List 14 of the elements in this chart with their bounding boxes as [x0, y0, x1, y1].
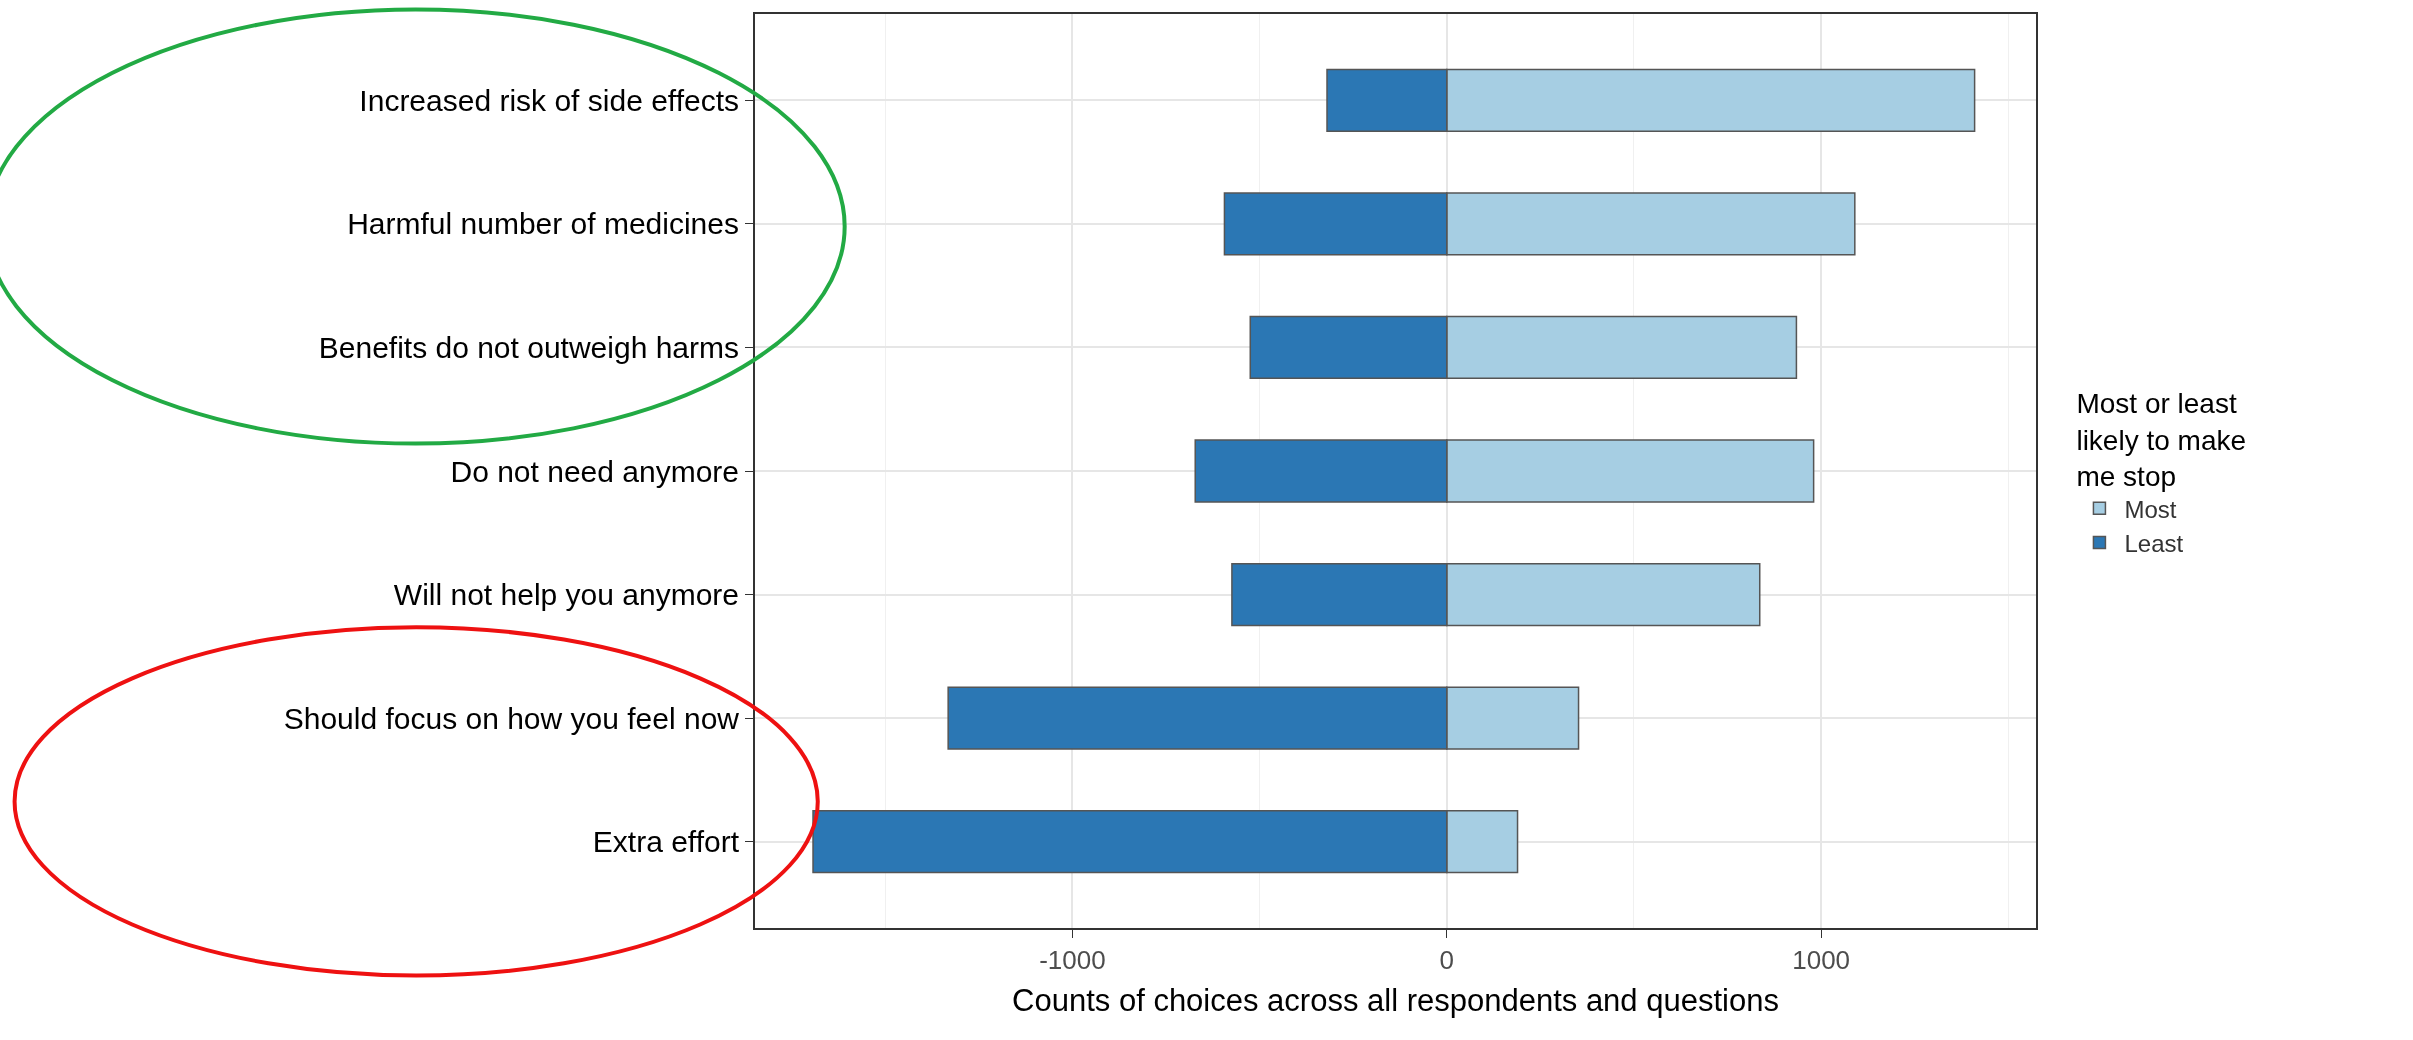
legend-title: Most or least likely to make me stop [2076, 388, 2247, 493]
y-tick-label: Do not need anymore [450, 454, 739, 488]
y-tick-label: Extra effort [592, 825, 740, 859]
y-tick-label: Should focus on how you feel now [283, 701, 740, 735]
x-tick-label: 0 [1439, 945, 1455, 976]
legend-label: Least [2124, 529, 2184, 557]
x-tick-label: -1000 [1039, 945, 1106, 976]
x-tick-label: 1000 [1792, 945, 1851, 976]
x-axis-title: Counts of choices across all respondents and questions [1012, 982, 1779, 1018]
y-tick-label: Will not help you anymore [393, 578, 739, 612]
y-tick-label: Harmful number of medicines [347, 207, 739, 241]
legend-label: Most [2124, 495, 2177, 523]
y-tick-label: Benefits do not outweigh harms [318, 330, 739, 364]
y-tick-label: Increased risk of side effects [359, 83, 739, 117]
